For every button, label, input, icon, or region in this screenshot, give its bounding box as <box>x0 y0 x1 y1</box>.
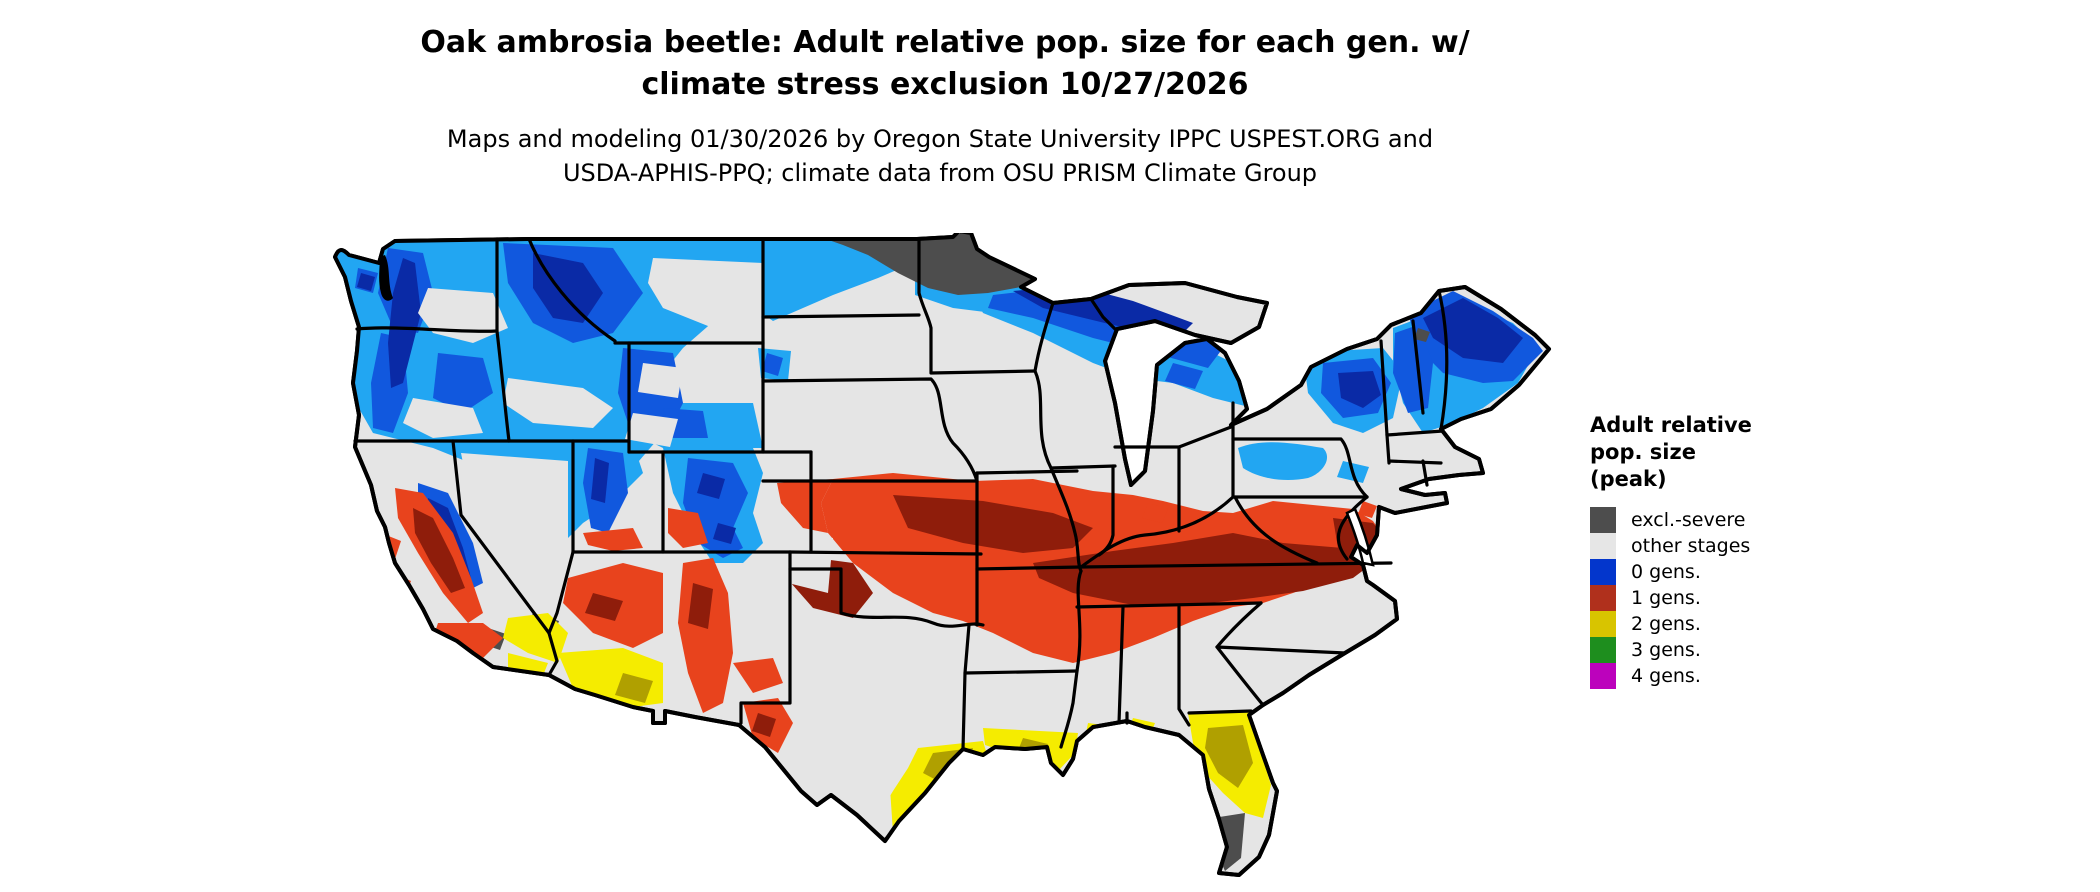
map-legend: Adult relative pop. size (peak) excl.-se… <box>1590 412 1920 689</box>
us-coastline <box>333 233 1551 877</box>
legend-swatch-0-gens <box>1590 559 1616 585</box>
legend-items: excl.-severe other stages 0 gens. 1 gens… <box>1590 507 1920 689</box>
legend-title-line-3: (peak) <box>1590 467 1667 491</box>
legend-swatch-2-gens <box>1590 611 1616 637</box>
legend-row-2-gens: 2 gens. <box>1590 611 1920 637</box>
us-population-map <box>333 233 1553 878</box>
legend-label-2-gens: 2 gens. <box>1631 613 1701 635</box>
legend-swatch-4-gens <box>1590 663 1616 689</box>
legend-row-other-stages: other stages <box>1590 533 1920 559</box>
legend-label-other-stages: other stages <box>1631 535 1751 557</box>
title-line-2: climate stress exclusion 10/27/2026 <box>641 67 1249 102</box>
legend-label-excl-severe: excl.-severe <box>1631 509 1746 531</box>
legend-label-3-gens: 3 gens. <box>1631 639 1701 661</box>
subtitle-line-1: Maps and modeling 01/30/2026 by Oregon S… <box>446 125 1434 153</box>
legend-title-line-2: pop. size <box>1590 440 1696 464</box>
legend-label-0-gens: 0 gens. <box>1631 561 1701 583</box>
legend-swatch-1-gens <box>1590 585 1616 611</box>
legend-title-line-1: Adult relative <box>1590 413 1752 437</box>
legend-swatch-excl-severe <box>1590 507 1616 533</box>
attribution-subtitle: Maps and modeling 01/30/2026 by Oregon S… <box>0 122 1880 190</box>
map-raster-layers <box>335 233 1543 871</box>
legend-title: Adult relative pop. size (peak) <box>1590 412 1920 493</box>
puget-sound <box>379 255 393 301</box>
page-title: Oak ambrosia beetle: Adult relative pop.… <box>0 22 1890 106</box>
legend-row-1-gens: 1 gens. <box>1590 585 1920 611</box>
legend-swatch-other-stages <box>1590 533 1616 559</box>
legend-label-4-gens: 4 gens. <box>1631 665 1701 687</box>
us-map-svg <box>333 233 1551 877</box>
legend-row-excl-severe: excl.-severe <box>1590 507 1920 533</box>
legend-row-3-gens: 3 gens. <box>1590 637 1920 663</box>
legend-row-4-gens: 4 gens. <box>1590 663 1920 689</box>
legend-swatch-3-gens <box>1590 637 1616 663</box>
legend-row-0-gens: 0 gens. <box>1590 559 1920 585</box>
title-line-1: Oak ambrosia beetle: Adult relative pop.… <box>420 25 1470 60</box>
legend-label-1-gens: 1 gens. <box>1631 587 1701 609</box>
subtitle-line-2: USDA-APHIS-PPQ; climate data from OSU PR… <box>562 159 1318 187</box>
state-borders <box>353 237 1449 751</box>
